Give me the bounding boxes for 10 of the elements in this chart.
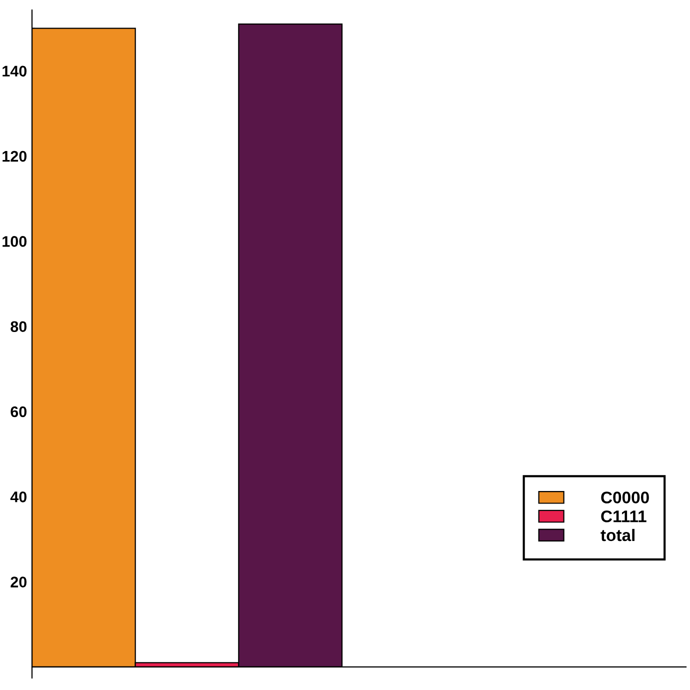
legend-label: C1111	[601, 510, 646, 522]
y-tick-label: 100	[2, 236, 27, 247]
y-tick-label: 40	[10, 492, 27, 502]
y-tick-label: 120	[2, 150, 27, 162]
legend-label: total	[600, 528, 634, 542]
y-tick-label: 140	[2, 66, 27, 77]
y-tick-label: 60	[10, 406, 27, 418]
y-tick-label: 80	[10, 321, 27, 332]
y-tick-label: 20	[10, 576, 27, 588]
legend-label: C0000	[601, 492, 649, 504]
